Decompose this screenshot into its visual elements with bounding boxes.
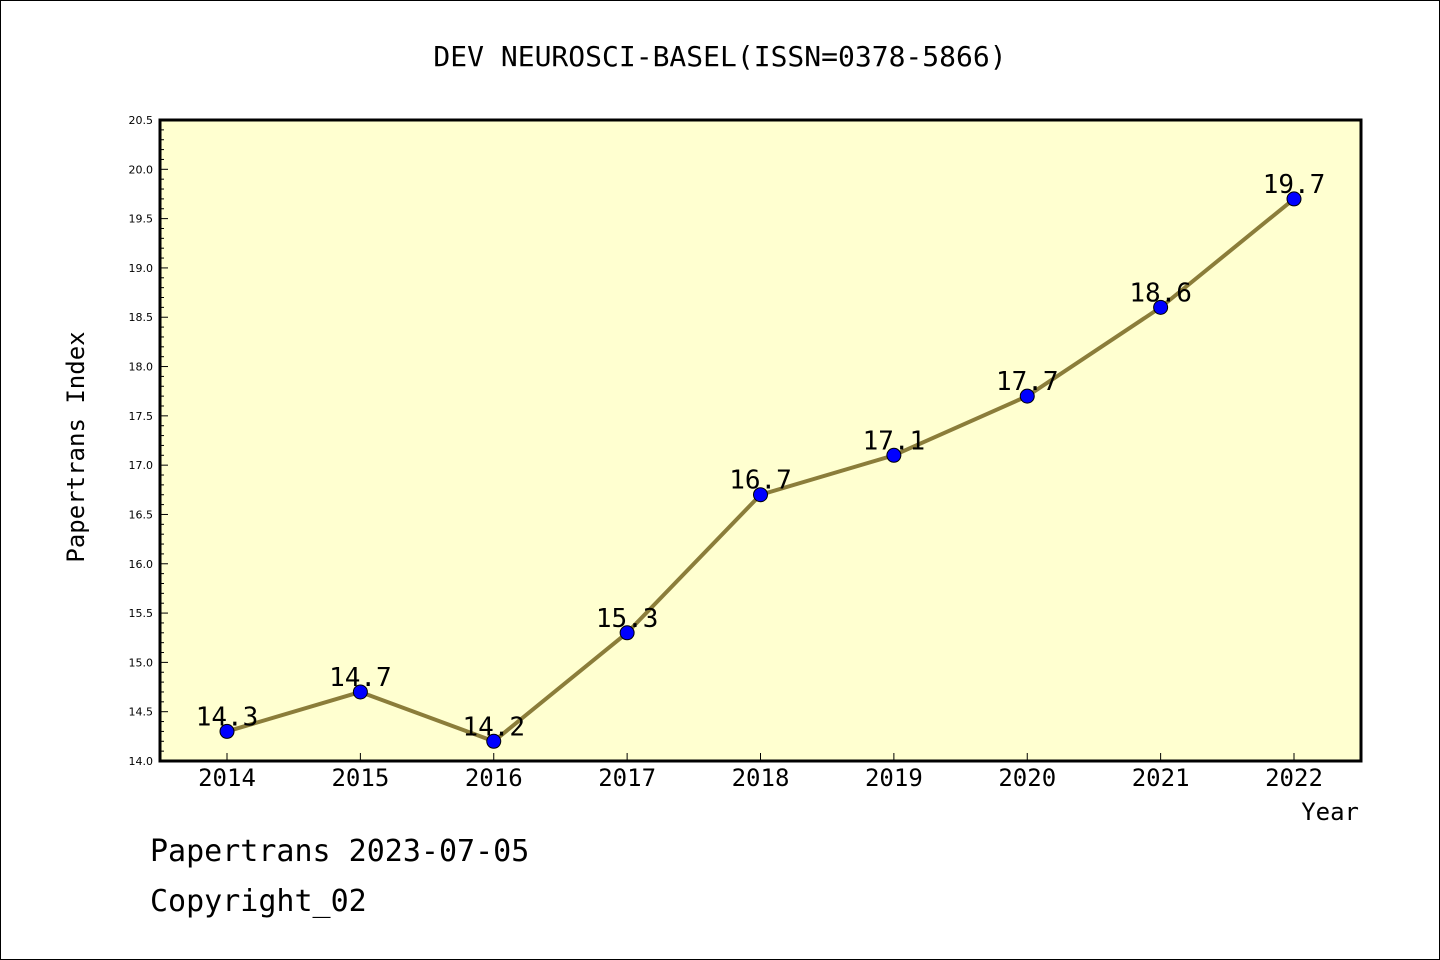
y-tick-label: 20.5 [129,114,154,127]
y-tick-label: 20.0 [129,163,154,176]
data-point [1153,299,1169,315]
x-axis-label: Year [1301,798,1359,826]
y-tick-label: 19.5 [129,213,154,226]
plot-area [158,118,1363,763]
x-tick-label: 2015 [331,764,389,792]
y-tick-label: 15.5 [129,607,154,620]
data-point [1286,191,1302,207]
data-point [753,487,768,503]
x-tick-label: 2022 [1265,764,1323,792]
x-tick-label: 2017 [598,764,656,792]
series-layer: 14.314.714.215.316.717.117.718.619.7 [196,170,1325,749]
y-tick-label: 15.0 [129,656,154,669]
y-axis-label: Papertrans Index [62,331,90,562]
data-point [886,447,902,463]
x-tick-label: 2014 [198,764,256,792]
x-tick-label: 2020 [998,764,1056,792]
data-point [1019,388,1035,404]
data-point [352,684,368,700]
y-tick-label: 18.5 [129,311,154,324]
footer-date: Papertrans 2023-07-05 [150,834,530,869]
x-tick-label: 2016 [465,764,523,792]
y-axis: 14.0 14.5 15.0 15.5 16.0 16.5 17.0 17.5 18.0 18.5… [129,114,168,768]
y-tick-label: 17.0 [129,459,154,472]
chart-title: DEV NEUROSCI-BASEL(ISSN=0378-5866) [433,40,1006,73]
x-tick-label: 2019 [865,764,923,792]
y-tick-label: 19.0 [129,262,154,275]
y-tick-label: 16.5 [129,508,154,521]
y-tick-label: 18.0 [129,361,154,374]
x-axis: 2014 2015 2016 2017 2018 2019 2020 2021 2022 [198,753,1323,792]
data-point [486,733,502,749]
data-point [219,723,235,739]
y-tick-label: 17.5 [129,410,154,423]
x-tick-label: 2021 [1132,764,1190,792]
y-tick-label: 14.5 [129,706,154,719]
data-point [619,625,635,641]
x-tick-label: 2018 [732,764,790,792]
footer-copyright: Copyright_02 [150,884,367,919]
y-tick-label: 16.0 [129,558,154,571]
y-tick-label: 14.0 [129,755,154,768]
